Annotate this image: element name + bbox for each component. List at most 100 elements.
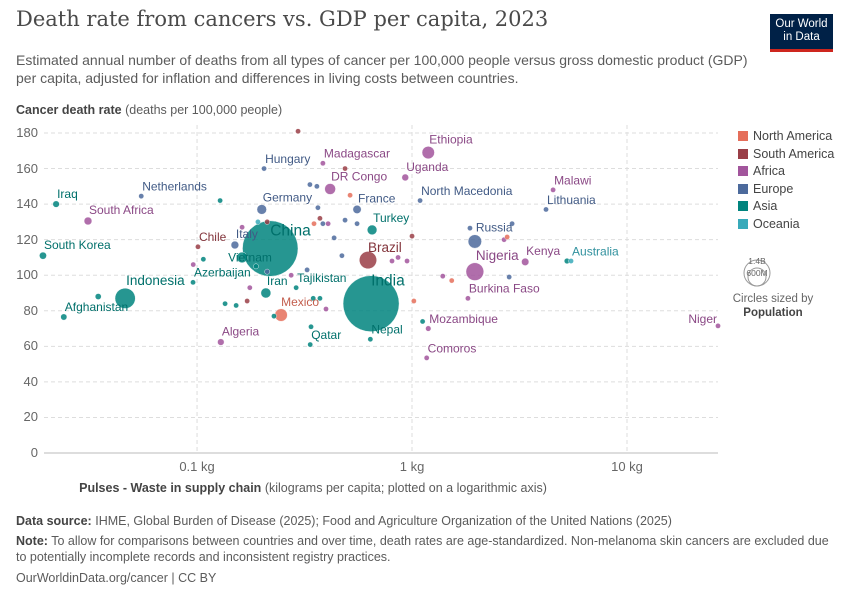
point-label: Malawi bbox=[554, 173, 591, 187]
point-label: Qatar bbox=[311, 328, 341, 342]
data-source-label: Data source: bbox=[16, 514, 92, 528]
legend-item[interactable]: Europe bbox=[738, 182, 793, 196]
data-point bbox=[342, 275, 400, 332]
point-label: Nigeria bbox=[476, 248, 519, 263]
size-legend-note: Circles sized by Population bbox=[720, 292, 826, 320]
point-label: Italy bbox=[236, 227, 258, 241]
data-point bbox=[320, 220, 326, 227]
legend-item[interactable]: South America bbox=[738, 147, 834, 161]
data-point bbox=[352, 205, 362, 214]
data-point bbox=[190, 279, 196, 286]
point-label: Algeria bbox=[222, 325, 260, 339]
point-label: Afghanistan bbox=[65, 300, 128, 314]
data-point bbox=[94, 293, 102, 300]
legend-swatch bbox=[738, 201, 748, 212]
data-point bbox=[293, 284, 299, 291]
data-point bbox=[39, 251, 47, 260]
point-label: Madagascar bbox=[324, 147, 390, 161]
data-point bbox=[715, 323, 721, 329]
data-point bbox=[465, 295, 471, 302]
data-point bbox=[233, 302, 239, 309]
point-label: Mexico bbox=[281, 295, 319, 309]
data-point bbox=[274, 308, 288, 322]
data-point bbox=[417, 197, 423, 204]
point-label: China bbox=[270, 223, 311, 240]
y-tick-label: 40 bbox=[23, 373, 38, 389]
data-point bbox=[317, 215, 323, 222]
data-point bbox=[342, 165, 348, 172]
y-axis-title: Cancer death rate (deaths per 100,000 pe… bbox=[16, 103, 282, 117]
data-point bbox=[264, 268, 270, 275]
data-point bbox=[308, 323, 314, 330]
y-tick-label: 100 bbox=[16, 267, 38, 283]
legend-label: Oceania bbox=[753, 217, 800, 231]
y-tick-label: 20 bbox=[23, 409, 38, 425]
point-label: Kenya bbox=[526, 244, 560, 258]
data-point bbox=[465, 262, 484, 281]
point-label: Brazil bbox=[368, 240, 402, 255]
legend-item[interactable]: Oceania bbox=[738, 217, 800, 231]
data-point bbox=[367, 224, 378, 235]
data-point bbox=[253, 263, 259, 270]
data-source: Data source: IHME, Global Burden of Dise… bbox=[16, 513, 836, 529]
data-point bbox=[506, 274, 512, 280]
point-label: South Africa bbox=[89, 203, 154, 217]
size-legend-circles: 1.4B 600M bbox=[743, 256, 771, 287]
data-point bbox=[359, 251, 377, 269]
point-label: Niger bbox=[688, 312, 717, 326]
data-point bbox=[200, 256, 207, 263]
data-point bbox=[288, 272, 294, 279]
size-legend-variable: Population bbox=[743, 307, 803, 319]
data-point bbox=[323, 306, 329, 312]
data-point bbox=[310, 295, 317, 302]
data-point bbox=[195, 243, 201, 250]
data-point bbox=[138, 193, 145, 199]
chart-title: Death rate from cancers vs. GDP per capi… bbox=[16, 7, 549, 31]
data-point bbox=[467, 225, 473, 231]
y-tick-label: 120 bbox=[16, 231, 38, 247]
data-point bbox=[347, 192, 353, 199]
data-point bbox=[261, 165, 267, 172]
x-axis-title-unit: (kilograms per capita; plotted on a loga… bbox=[264, 481, 547, 495]
data-point bbox=[342, 217, 348, 223]
size-legend-small-label: 600M bbox=[746, 268, 767, 278]
data-point bbox=[331, 235, 337, 241]
y-axis-title-bold: Cancer death rate bbox=[16, 103, 122, 117]
point-label: Vietnam bbox=[228, 250, 272, 264]
data-point bbox=[83, 216, 93, 226]
data-point bbox=[401, 173, 409, 182]
legend-item[interactable]: North America bbox=[738, 129, 832, 143]
x-axis-title: Pulses - Waste in supply chain (kilogram… bbox=[79, 481, 547, 495]
data-point bbox=[425, 325, 432, 332]
point-label: Uganda bbox=[406, 160, 448, 174]
data-point bbox=[550, 187, 556, 193]
note: Note: To allow for comparisons between c… bbox=[16, 533, 836, 565]
data-point bbox=[256, 204, 267, 215]
data-point bbox=[317, 295, 323, 302]
point-label: Comoros bbox=[428, 341, 477, 355]
data-point bbox=[311, 220, 317, 227]
point-label: DR Congo bbox=[331, 170, 387, 184]
legend-item[interactable]: Africa bbox=[738, 164, 785, 178]
data-point bbox=[236, 251, 248, 263]
data-point bbox=[411, 298, 417, 304]
legend-item[interactable]: Asia bbox=[738, 199, 777, 213]
data-point bbox=[568, 258, 574, 264]
y-tick-label: 60 bbox=[23, 338, 38, 354]
point-label: Azerbaijan bbox=[194, 266, 251, 280]
point-label: Burkina Faso bbox=[469, 282, 540, 296]
data-point bbox=[247, 284, 253, 291]
legend-label: Africa bbox=[753, 164, 785, 179]
point-label: Nepal bbox=[371, 323, 402, 337]
legend-label: South America bbox=[753, 146, 835, 161]
data-point bbox=[255, 219, 261, 225]
data-point bbox=[271, 313, 277, 319]
x-tick-label: 10 kg bbox=[611, 459, 643, 474]
owid-logo[interactable]: Our World in Data bbox=[770, 14, 833, 52]
source-url-link[interactable]: OurWorldinData.org/cancer | CC BY bbox=[16, 571, 217, 585]
size-legend-small-circle bbox=[747, 267, 767, 287]
data-point bbox=[439, 273, 446, 279]
point-label: Iran bbox=[267, 274, 288, 288]
